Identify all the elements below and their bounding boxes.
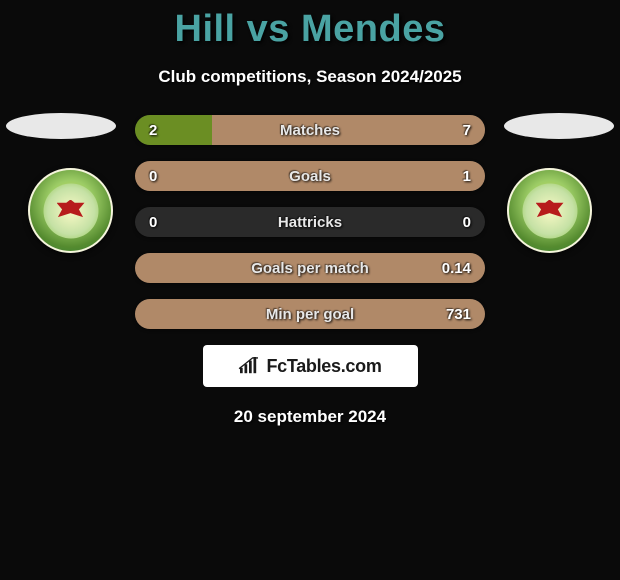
stat-label: Matches bbox=[189, 122, 431, 139]
stat-row-content: Goals per match0.14 bbox=[135, 253, 485, 283]
player-right-flag-ellipse bbox=[504, 113, 614, 139]
stat-value-right: 1 bbox=[431, 168, 471, 185]
stat-row-content: Min per goal731 bbox=[135, 299, 485, 329]
stat-row: 0Hattricks0 bbox=[135, 207, 485, 237]
stat-value-left: 0 bbox=[149, 214, 189, 231]
stat-row-content: 0Hattricks0 bbox=[135, 207, 485, 237]
player-right-club-badge bbox=[507, 168, 592, 253]
stat-value-left: 2 bbox=[149, 122, 189, 139]
stat-value-right: 0 bbox=[431, 214, 471, 231]
stat-label: Goals per match bbox=[189, 260, 431, 277]
stat-label: Goals bbox=[189, 168, 431, 185]
stat-row: Min per goal731 bbox=[135, 299, 485, 329]
stat-value-left: 0 bbox=[149, 168, 189, 185]
stat-value-right: 7 bbox=[431, 122, 471, 139]
infographic-container: Hill vs Mendes Club competitions, Season… bbox=[0, 0, 620, 580]
stat-row: 0Goals1 bbox=[135, 161, 485, 191]
stat-row: Goals per match0.14 bbox=[135, 253, 485, 283]
stat-label: Hattricks bbox=[189, 214, 431, 231]
brand-text: FcTables.com bbox=[266, 356, 381, 377]
brand-box: FcTables.com bbox=[203, 345, 418, 387]
player-left-club-badge bbox=[28, 168, 113, 253]
subtitle: Club competitions, Season 2024/2025 bbox=[0, 67, 620, 87]
stat-row-content: 0Goals1 bbox=[135, 161, 485, 191]
page-title: Hill vs Mendes bbox=[0, 0, 620, 51]
stat-row-content: 2Matches7 bbox=[135, 115, 485, 145]
stat-value-right: 731 bbox=[431, 306, 471, 323]
chart-bar-icon bbox=[238, 357, 260, 375]
footer-date: 20 september 2024 bbox=[0, 407, 620, 427]
player-left-flag-ellipse bbox=[6, 113, 116, 139]
stats-area: 2Matches70Goals10Hattricks0Goals per mat… bbox=[0, 113, 620, 329]
stat-value-right: 0.14 bbox=[431, 260, 471, 277]
stat-label: Min per goal bbox=[189, 306, 431, 323]
stat-rows: 2Matches70Goals10Hattricks0Goals per mat… bbox=[135, 113, 485, 329]
stat-row: 2Matches7 bbox=[135, 115, 485, 145]
